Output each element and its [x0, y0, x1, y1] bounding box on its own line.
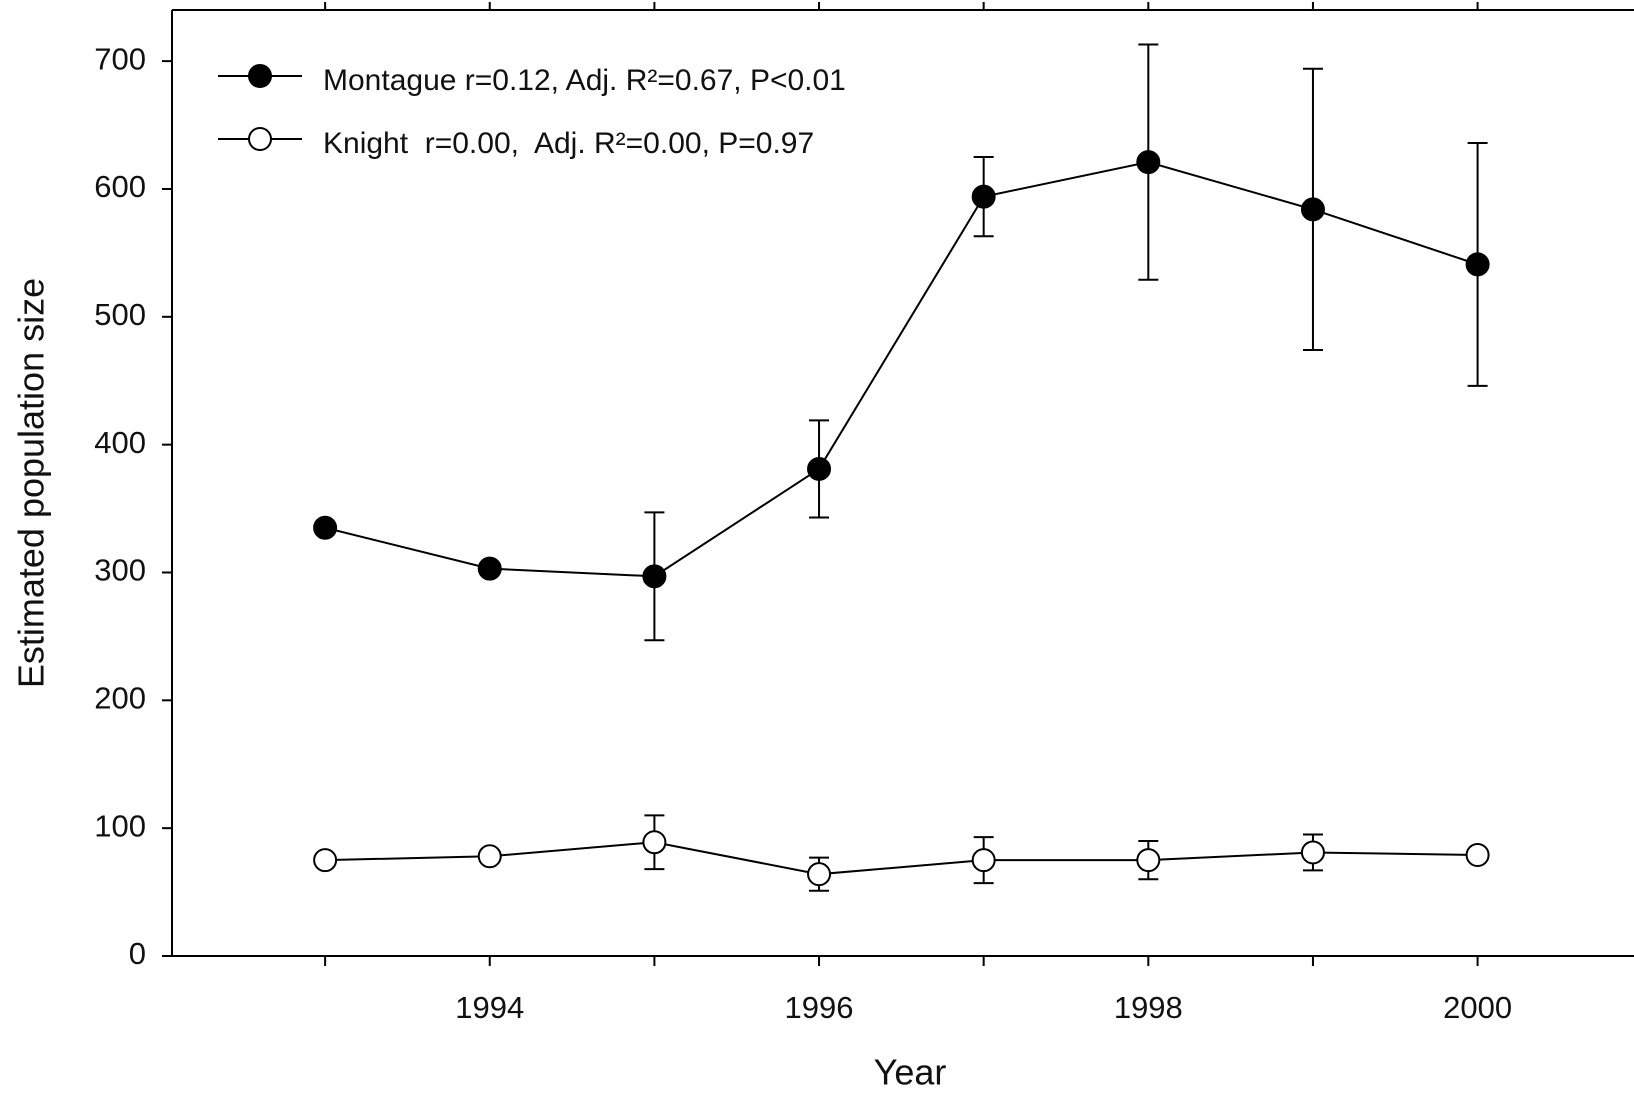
y-tick-label: 300 [94, 553, 146, 588]
y-tick-label: 200 [94, 681, 146, 716]
legend-marker [248, 127, 272, 151]
x-tick-label: 1994 [455, 990, 524, 1025]
data-point [1136, 150, 1161, 175]
series-line [324, 161, 1478, 578]
data-point [642, 564, 667, 589]
series-line [325, 841, 1478, 876]
data-point [477, 556, 502, 581]
y-tick-label: 600 [94, 169, 146, 204]
y-tick-label: 0 [129, 936, 146, 971]
data-point [807, 862, 832, 887]
y-tick-label: 700 [94, 41, 146, 76]
y-tick-label: 100 [94, 808, 146, 843]
x-tick-label: 1996 [785, 990, 854, 1025]
y-axis-title: Estimated population size [11, 278, 52, 688]
x-tick-label: 1998 [1114, 990, 1183, 1025]
data-point [1300, 840, 1325, 865]
data-point [1465, 252, 1490, 277]
y-tick-label: 400 [94, 425, 146, 460]
data-point [1300, 197, 1325, 222]
data-point [477, 844, 502, 869]
data-point [807, 456, 832, 481]
legend-label: Knight r=0.00, Adj. R²=0.00, P=0.97 [323, 127, 814, 160]
data-point [971, 848, 996, 873]
data-point [642, 830, 667, 855]
data-point [1465, 843, 1490, 868]
legend-label: Montague r=0.12, Adj. R²=0.67, P<0.01 [323, 64, 846, 97]
y-tick-label: 500 [94, 297, 146, 332]
data-point [971, 184, 996, 209]
x-axis-title: Year [874, 1052, 947, 1093]
x-tick-label: 2000 [1443, 990, 1512, 1025]
data-point [313, 515, 338, 540]
data-point [313, 848, 338, 873]
legend-marker [248, 64, 272, 88]
data-point [1136, 848, 1161, 873]
